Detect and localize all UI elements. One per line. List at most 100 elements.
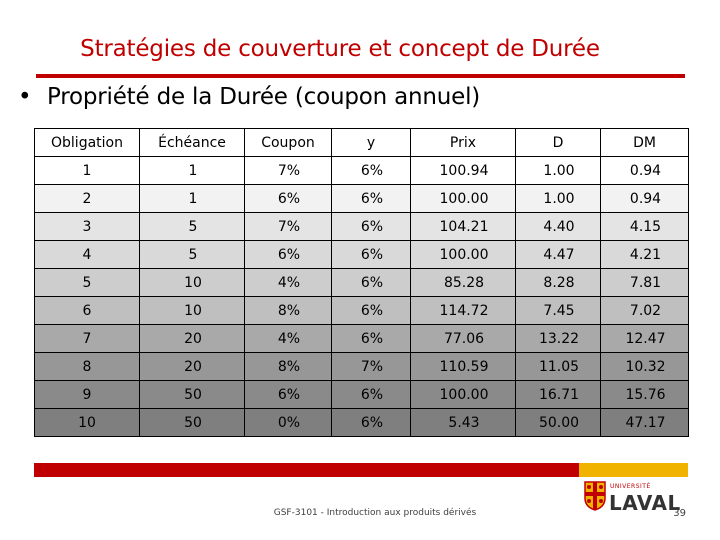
table-cell: 4% <box>244 324 332 353</box>
table-cell: 5.43 <box>410 408 516 437</box>
table-row: 10 50 0% 6% 5.43 50.00 47.17 <box>34 408 689 437</box>
table-row: 1 1 7% 6% 100.94 1.00 0.94 <box>34 156 689 185</box>
header-d: D <box>515 128 601 157</box>
table-cell: 6% <box>331 380 411 409</box>
table-cell: 100.00 <box>410 184 516 213</box>
table-cell: 6% <box>331 296 411 325</box>
table-cell: 6% <box>244 380 332 409</box>
table-cell: 5 <box>34 268 140 297</box>
table-cell: 10 <box>139 296 245 325</box>
table-header-row: Obligation Échéance Coupon y Prix D DM <box>34 128 689 157</box>
table-cell: 8% <box>244 296 332 325</box>
shield-icon <box>584 481 606 511</box>
table-row: 3 5 7% 6% 104.21 4.40 4.15 <box>34 212 689 241</box>
header-obligation: Obligation <box>34 128 140 157</box>
table-cell: 6% <box>331 212 411 241</box>
table-cell: 50 <box>139 380 245 409</box>
footer-bar-gold <box>579 463 688 477</box>
table-cell: 1.00 <box>515 156 601 185</box>
table-cell: 7% <box>331 352 411 381</box>
table-cell: 20 <box>139 352 245 381</box>
table-cell: 10 <box>139 268 245 297</box>
footer-bar <box>34 463 688 477</box>
table-cell: 6% <box>244 240 332 269</box>
table-body: 1 1 7% 6% 100.94 1.00 0.94 2 1 6% 6% 100.00 1.00 0.94… <box>34 156 689 437</box>
table-cell: 10 <box>34 408 140 437</box>
table-cell: 1 <box>139 156 245 185</box>
header-coupon: Coupon <box>244 128 332 157</box>
table-cell: 8% <box>244 352 332 381</box>
table-row: 5 10 4% 6% 85.28 8.28 7.81 <box>34 268 689 297</box>
table-cell: 50 <box>139 408 245 437</box>
slide-title: Stratégies de couverture et concept de D… <box>80 36 600 62</box>
table-cell: 3 <box>34 212 140 241</box>
table-cell: 7.02 <box>600 296 689 325</box>
header-y: y <box>331 128 411 157</box>
table-cell: 0.94 <box>600 156 689 185</box>
table-cell: 1 <box>34 156 140 185</box>
table-row: 7 20 4% 6% 77.06 13.22 12.47 <box>34 324 689 353</box>
table-cell: 5 <box>139 212 245 241</box>
table-cell: 104.21 <box>410 212 516 241</box>
university-logo: UNIVERSITÉ LAVAL <box>584 481 680 515</box>
header-echeance: Échéance <box>139 128 245 157</box>
table-cell: 1 <box>139 184 245 213</box>
bullet-marker: • <box>18 84 32 110</box>
table-row: 6 10 8% 6% 114.72 7.45 7.02 <box>34 296 689 325</box>
header-prix: Prix <box>410 128 516 157</box>
table-cell: 7.81 <box>600 268 689 297</box>
table-cell: 4 <box>34 240 140 269</box>
table-cell: 6% <box>331 268 411 297</box>
table-cell: 20 <box>139 324 245 353</box>
table-cell: 7 <box>34 324 140 353</box>
table-cell: 100.94 <box>410 156 516 185</box>
table-cell: 100.00 <box>410 380 516 409</box>
table-row: 2 1 6% 6% 100.00 1.00 0.94 <box>34 184 689 213</box>
table-cell: 4% <box>244 268 332 297</box>
table-cell: 0% <box>244 408 332 437</box>
logo-universite-text: UNIVERSITÉ <box>610 483 651 490</box>
table-cell: 6% <box>244 184 332 213</box>
table-cell: 6% <box>331 184 411 213</box>
table-cell: 100.00 <box>410 240 516 269</box>
table-cell: 4.40 <box>515 212 601 241</box>
bullet-point: • Propriété de la Durée (coupon annuel) <box>18 84 480 110</box>
table-cell: 6% <box>331 324 411 353</box>
table-cell: 85.28 <box>410 268 516 297</box>
table-cell: 114.72 <box>410 296 516 325</box>
table-cell: 50.00 <box>515 408 601 437</box>
table-cell: 4.21 <box>600 240 689 269</box>
table-cell: 77.06 <box>410 324 516 353</box>
table-row: 9 50 6% 6% 100.00 16.71 15.76 <box>34 380 689 409</box>
duration-table: Obligation Échéance Coupon y Prix D DM 1… <box>34 128 689 437</box>
table-cell: 4.47 <box>515 240 601 269</box>
course-name: GSF-3101 - Introduction aux produits dér… <box>273 508 477 518</box>
table-cell: 12.47 <box>600 324 689 353</box>
table-cell: 6% <box>331 156 411 185</box>
table-cell: 13.22 <box>515 324 601 353</box>
bullet-text: Propriété de la Durée (coupon annuel) <box>47 84 481 110</box>
page-number: 39 <box>673 508 686 519</box>
table-cell: 6% <box>331 408 411 437</box>
table-row: 4 5 6% 6% 100.00 4.47 4.21 <box>34 240 689 269</box>
table-cell: 1.00 <box>515 184 601 213</box>
table-cell: 4.15 <box>600 212 689 241</box>
logo-laval-text: LAVAL <box>609 491 681 515</box>
table-cell: 7.45 <box>515 296 601 325</box>
footer-bar-red <box>34 463 579 477</box>
table-cell: 15.76 <box>600 380 689 409</box>
table-cell: 0.94 <box>600 184 689 213</box>
table-cell: 7% <box>244 212 332 241</box>
table-cell: 16.71 <box>515 380 601 409</box>
title-underline <box>36 74 685 78</box>
header-dm: DM <box>600 128 689 157</box>
table-cell: 6% <box>331 240 411 269</box>
table-cell: 8 <box>34 352 140 381</box>
table-cell: 2 <box>34 184 140 213</box>
table-cell: 110.59 <box>410 352 516 381</box>
table-cell: 11.05 <box>515 352 601 381</box>
table-cell: 5 <box>139 240 245 269</box>
table-cell: 47.17 <box>600 408 689 437</box>
table-cell: 7% <box>244 156 332 185</box>
table-cell: 9 <box>34 380 140 409</box>
